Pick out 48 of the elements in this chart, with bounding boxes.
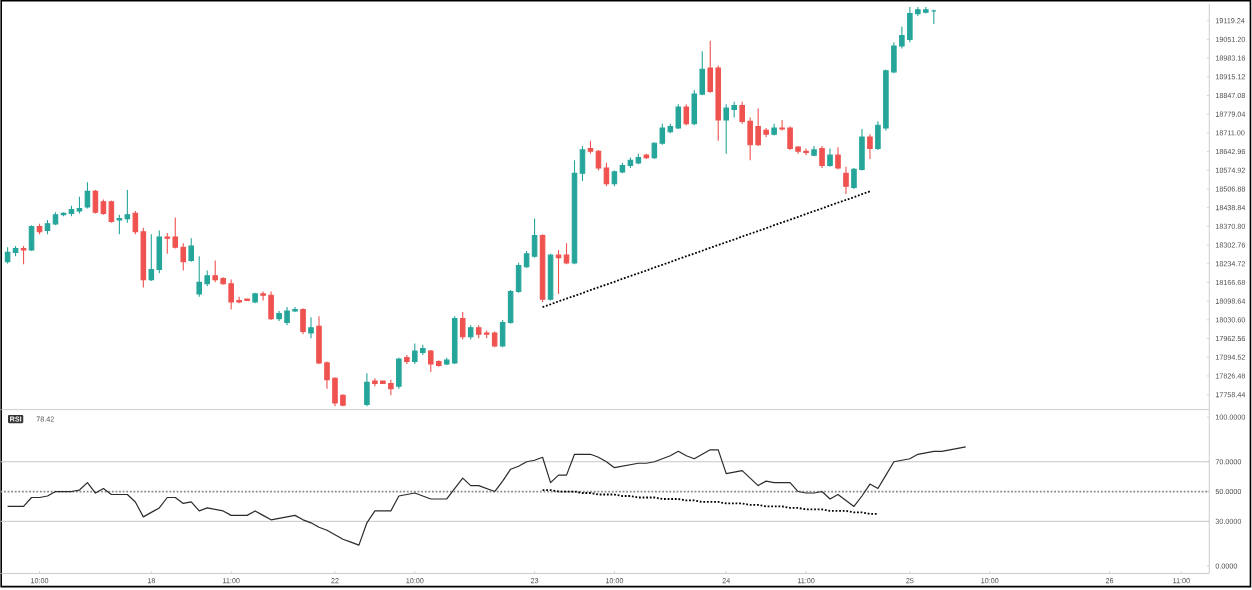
candlestick <box>451 315 458 365</box>
candlestick <box>276 310 282 322</box>
candlestick <box>827 148 833 168</box>
candlestick <box>420 344 426 356</box>
candlestick <box>811 145 817 157</box>
candlestick <box>148 233 155 282</box>
candlestick <box>12 245 19 257</box>
candlestick <box>931 9 937 25</box>
candlestick <box>427 349 434 373</box>
candlestick <box>196 255 203 298</box>
candlestick <box>308 316 314 339</box>
candlestick <box>268 290 274 321</box>
candlestick <box>156 229 163 274</box>
candlestick <box>467 324 474 341</box>
candlestick <box>907 6 913 43</box>
candlestick <box>459 311 466 341</box>
candlestick <box>252 292 258 304</box>
candlestick <box>396 357 402 390</box>
candlestick <box>683 103 690 126</box>
candlestick <box>867 133 873 160</box>
candlestick <box>803 148 809 156</box>
candlestick <box>188 237 195 263</box>
candlestick <box>835 146 841 171</box>
candlestick <box>404 354 410 365</box>
candlestick <box>372 377 378 387</box>
candlestick <box>771 123 777 137</box>
candlestick <box>68 205 75 217</box>
candlestick <box>284 306 290 326</box>
candlestick <box>388 379 394 396</box>
candlestick <box>44 219 51 235</box>
candlestick <box>76 196 83 215</box>
candlestick <box>412 342 418 365</box>
candlestick <box>483 329 490 339</box>
candlestick <box>475 324 482 339</box>
candlestick <box>723 103 729 155</box>
candlestick <box>228 279 234 311</box>
candlestick <box>819 145 825 169</box>
candlestick <box>364 372 370 407</box>
candlestick <box>491 331 498 348</box>
candlestick <box>555 249 562 295</box>
candlestick <box>20 245 27 265</box>
candlestick <box>635 153 642 165</box>
candlestick <box>787 126 793 151</box>
candlestick <box>675 103 682 130</box>
candlestick <box>843 166 849 195</box>
candlestick <box>300 307 306 335</box>
candlestick <box>643 153 650 160</box>
candlestick <box>212 259 218 283</box>
